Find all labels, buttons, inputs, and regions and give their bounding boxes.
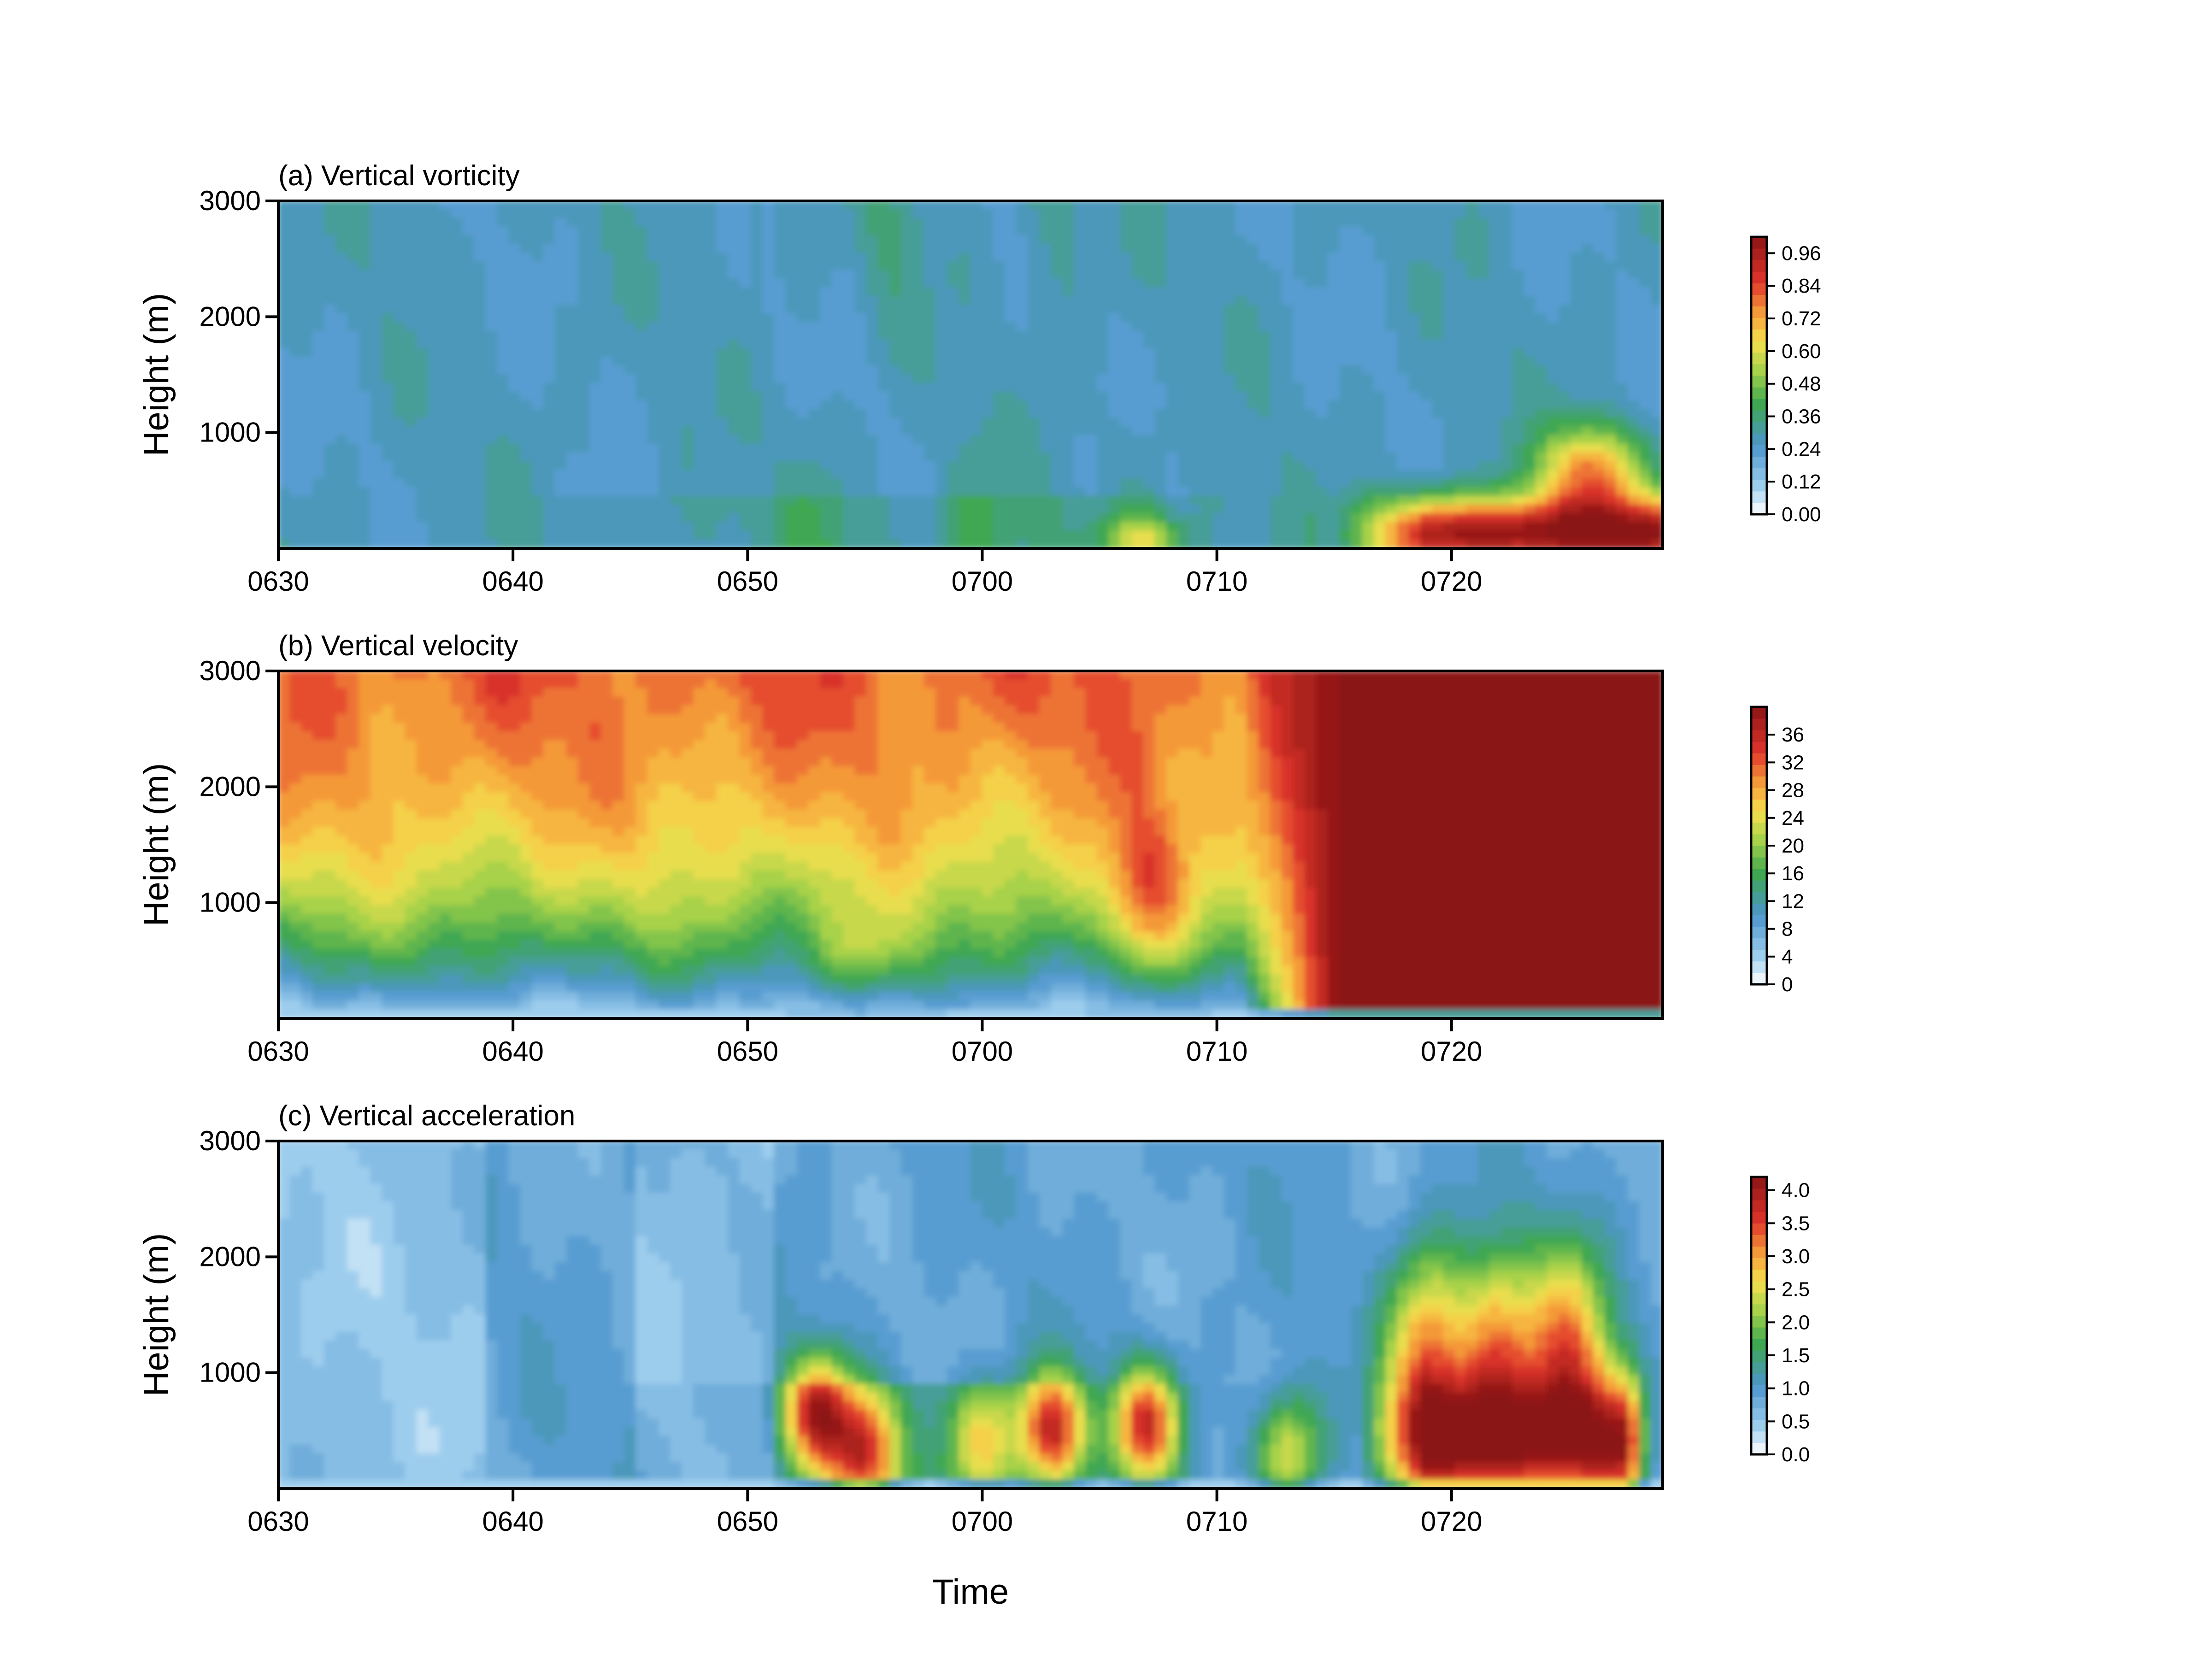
colorbar-tick-label: 1.5	[1782, 1344, 1810, 1367]
panel-1: (a) Vertical vorticity Height (m) 1000 2000…	[137, 160, 1821, 597]
x-tick-label: 0700	[952, 1506, 1013, 1537]
colorbar-tick-label: 0.60	[1782, 340, 1821, 363]
colorbar-tick-label: 3.0	[1782, 1245, 1810, 1268]
colorbar-tick-label: 4	[1782, 946, 1793, 968]
y-axis-label: Height (m)	[137, 293, 176, 457]
x-tick-label: 0650	[717, 1506, 778, 1537]
y-tick-label: 3000	[200, 1125, 261, 1156]
y-axis-label: Height (m)	[137, 763, 176, 927]
x-tick-label: 0720	[1421, 566, 1482, 597]
x-tick-label: 0640	[482, 1036, 543, 1067]
colorbar-tick-label: 0.84	[1782, 275, 1821, 297]
panel-2: (b) Vertical velocity Height (m) 1000 2000 3…	[137, 630, 1804, 1067]
colorbar-tick-label: 20	[1782, 835, 1804, 857]
y-tick-label: 1000	[200, 1357, 261, 1388]
y-tick-label: 2000	[200, 771, 261, 802]
panel-title: (c) Vertical acceleration	[278, 1100, 575, 1132]
heatmap-field	[278, 200, 1663, 549]
x-tick-label: 0710	[1186, 1036, 1247, 1067]
x-tick-label: 0640	[482, 566, 543, 597]
colorbar-tick-label: 28	[1782, 779, 1804, 802]
x-tick-label: 0710	[1186, 566, 1247, 597]
colorbar-tick-label: 0.72	[1782, 307, 1821, 330]
colorbar: 0.0 0.5 1.0 1.5 2.0 2.5 3.0 3.5 4.0	[1751, 1177, 1810, 1466]
panel-title: (b) Vertical velocity	[278, 630, 518, 662]
heatmap-field	[278, 1141, 1663, 1489]
x-tick-label: 0630	[247, 566, 309, 597]
panel-3: (c) Vertical acceleration Height (m) 1000 2…	[137, 1100, 1810, 1612]
y-axis-label: Height (m)	[137, 1233, 176, 1397]
x-tick-label: 0720	[1421, 1506, 1482, 1537]
colorbar-tick-label: 4.0	[1782, 1179, 1810, 1202]
y-tick-label: 1000	[200, 417, 261, 448]
colorbar-tick-label: 0.0	[1782, 1443, 1810, 1466]
y-tick-label: 3000	[200, 185, 261, 216]
colorbar-tick-label: 12	[1782, 890, 1804, 912]
x-tick-label: 0700	[952, 1036, 1013, 1067]
heatmap-field	[278, 671, 1663, 1019]
x-tick-label: 0650	[717, 566, 778, 597]
colorbar-tick-label: 32	[1782, 751, 1804, 774]
colorbar-tick-label: 8	[1782, 918, 1793, 941]
y-tick-label: 1000	[200, 887, 261, 918]
x-axis-label: Time	[932, 1572, 1009, 1612]
colorbar-tick-label: 0.36	[1782, 406, 1821, 428]
colorbar-tick-label: 16	[1782, 862, 1804, 885]
colorbar-tick-label: 0.24	[1782, 438, 1821, 460]
colorbar-tick-label: 36	[1782, 724, 1804, 746]
colorbar-tick-label: 3.5	[1782, 1212, 1810, 1235]
x-tick-label: 0630	[247, 1506, 309, 1537]
y-tick-label: 2000	[200, 301, 261, 332]
x-tick-label: 0650	[717, 1036, 778, 1067]
x-tick-label: 0630	[247, 1036, 309, 1067]
colorbar-tick-label: 1.0	[1782, 1377, 1810, 1400]
colorbar-tick-label: 0.96	[1782, 242, 1821, 265]
colorbar-tick-label: 0.12	[1782, 471, 1821, 493]
colorbar: 0.00 0.12 0.24 0.36 0.48 0.60 0.72 0.84 0.96	[1751, 237, 1821, 526]
colorbar-tick-label: 2.5	[1782, 1278, 1810, 1301]
colorbar-tick-label: 24	[1782, 807, 1804, 830]
x-tick-label: 0710	[1186, 1506, 1247, 1537]
colorbar-tick-label: 0	[1782, 973, 1793, 996]
colorbar: 0 4 8 12 16 20 24 28 32 36	[1751, 707, 1804, 996]
y-tick-label: 2000	[200, 1241, 261, 1272]
panel-title: (a) Vertical vorticity	[278, 160, 520, 192]
colorbar-tick-label: 2.0	[1782, 1311, 1810, 1334]
x-tick-label: 0720	[1421, 1036, 1482, 1067]
x-tick-label: 0640	[482, 1506, 543, 1537]
y-tick-label: 3000	[200, 655, 261, 686]
colorbar-tick-label: 0.48	[1782, 373, 1821, 395]
x-tick-label: 0700	[952, 566, 1013, 597]
colorbar-tick-label: 0.00	[1782, 503, 1821, 526]
colorbar-tick-label: 0.5	[1782, 1410, 1810, 1433]
